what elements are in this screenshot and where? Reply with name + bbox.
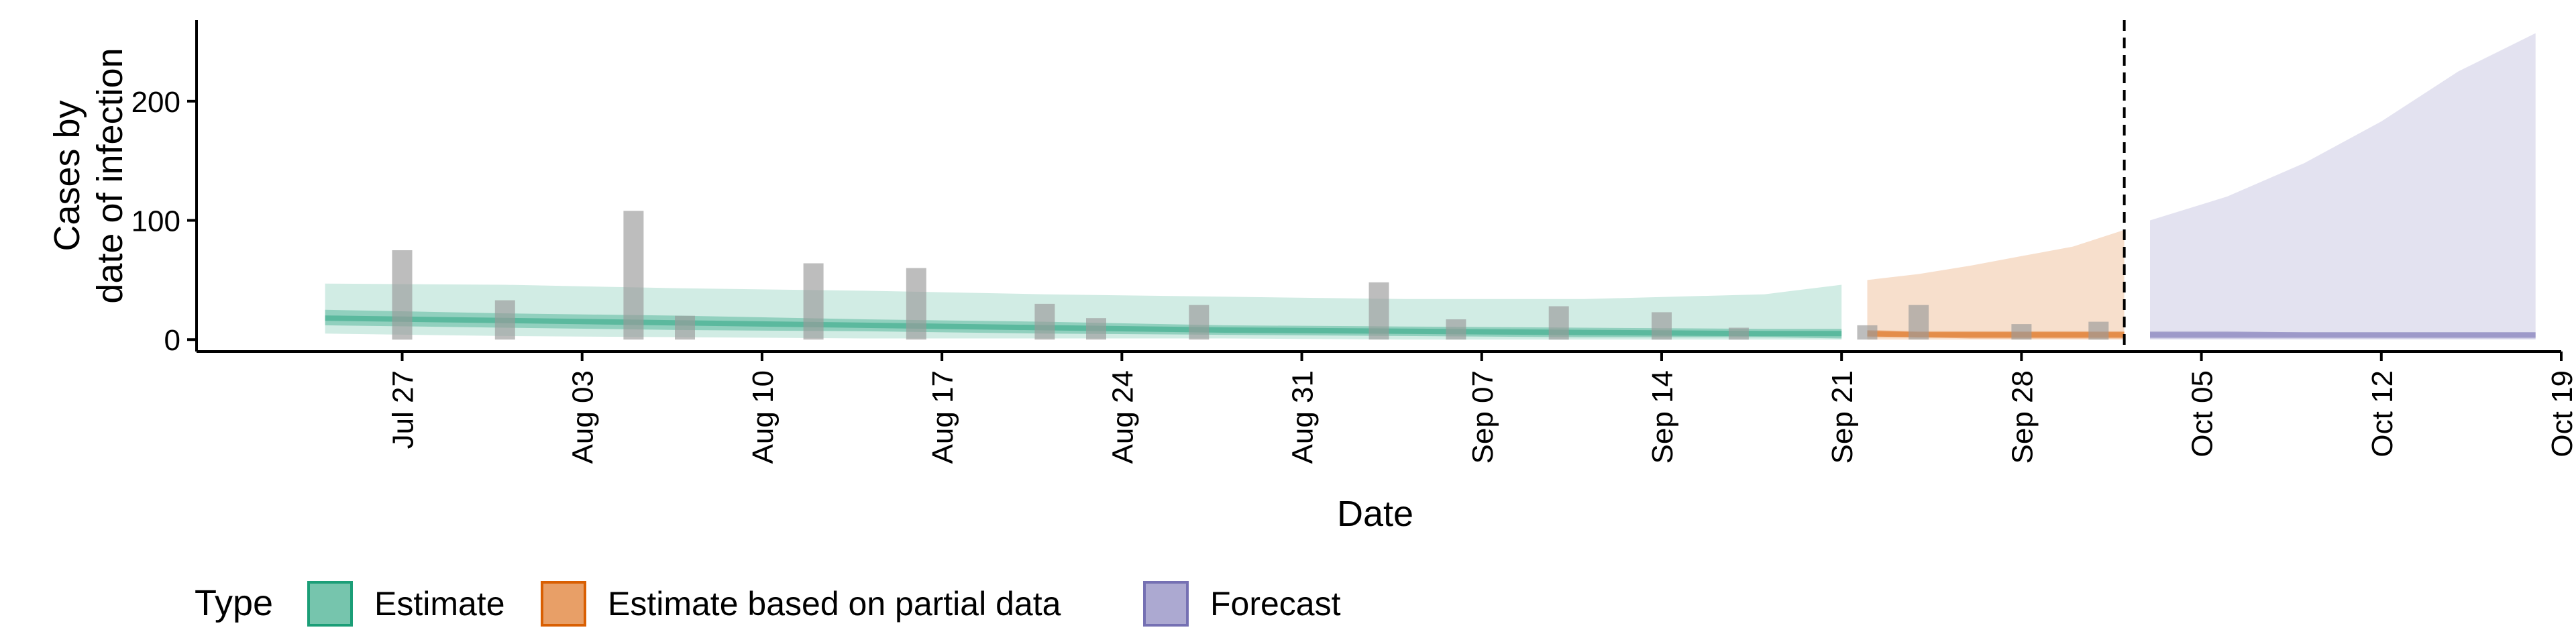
estimate-based-on-partial-data-outer-band (1867, 229, 2125, 340)
x-tick-label: Jul 27 (387, 370, 420, 449)
x-tick-label: Sep 07 (1466, 370, 1499, 464)
axes (195, 20, 2561, 353)
legend-label-estimate-based-on-partial-data: Estimate based on partial data (608, 585, 1061, 623)
x-tick-label: Aug 03 (567, 370, 600, 464)
x-tick-label: Aug 17 (926, 370, 959, 464)
y-tick-label: 0 (164, 324, 180, 357)
reported-case-bar (1446, 319, 1466, 340)
y-tick-label: 100 (131, 205, 180, 238)
reported-case-bar (1652, 312, 1672, 340)
reported-case-bar (1086, 318, 1106, 340)
reported-case-bar (1034, 303, 1055, 340)
x-tick-label: Oct 19 (2546, 370, 2576, 458)
x-tick-label: Oct 05 (2186, 370, 2219, 458)
x-tick-label: Sep 28 (2006, 370, 2039, 464)
x-tick-label: Sep 21 (1826, 370, 1859, 464)
reported-case-bar (623, 211, 644, 340)
reported-case-bar (1548, 306, 1569, 340)
legend-key-forecast (1143, 581, 1189, 627)
reported-case-bar (392, 250, 413, 340)
reported-case-bar (494, 300, 515, 340)
legend-key-estimate (307, 581, 353, 627)
legend-label-estimate: Estimate (374, 585, 505, 623)
y-ticks: 0 100 200 (131, 86, 197, 357)
estimate-based-on-partial-data-median-line (1867, 331, 2125, 338)
x-tick-label: Aug 24 (1106, 370, 1139, 464)
legend-title: Type (195, 583, 273, 623)
reported-cases-bars (392, 211, 2109, 340)
y-axis-label-line-2: date of infection (90, 48, 130, 303)
x-tick-label: Sep 14 (1646, 370, 1679, 464)
y-tick-label: 200 (131, 86, 180, 119)
uncertainty-bands (325, 33, 2536, 340)
x-tick-label: Aug 10 (747, 370, 780, 464)
legend-key-estimate-based-on-partial-data (541, 581, 586, 627)
estimate-based-on-partial-data-inner-band (1867, 330, 2125, 339)
reported-case-bar (906, 268, 926, 340)
reported-case-bar (2088, 321, 2109, 340)
x-tick-label: Oct 12 (2366, 370, 2399, 458)
legend: Type Estimate Estimate based on partial d… (195, 581, 1341, 627)
legend-label-forecast: Forecast (1210, 585, 1341, 623)
reported-case-bar (1728, 327, 1749, 340)
estimate-median-line (325, 315, 1842, 337)
x-ticks: Jul 27 Aug 03 Aug 10 Aug 17 Aug 24 Aug 31 Sep … (387, 352, 2576, 464)
x-tick-label: Aug 31 (1287, 370, 1320, 464)
reported-case-bar (1909, 305, 1929, 340)
reported-case-bar (803, 263, 824, 340)
forecast-outer-band (2150, 33, 2536, 340)
reported-case-bar (1189, 305, 1210, 340)
y-axis-label-line-1: Cases by (47, 100, 87, 251)
reported-case-bar (2011, 324, 2032, 340)
forecast-inner-band (2150, 331, 2536, 339)
reported-case-bar (675, 315, 695, 340)
x-axis-label: Date (1337, 494, 1413, 534)
y-axis-label: Cases by date of infection (47, 48, 130, 303)
reported-case-bar (1857, 325, 1878, 340)
reported-case-bar (1368, 282, 1389, 340)
